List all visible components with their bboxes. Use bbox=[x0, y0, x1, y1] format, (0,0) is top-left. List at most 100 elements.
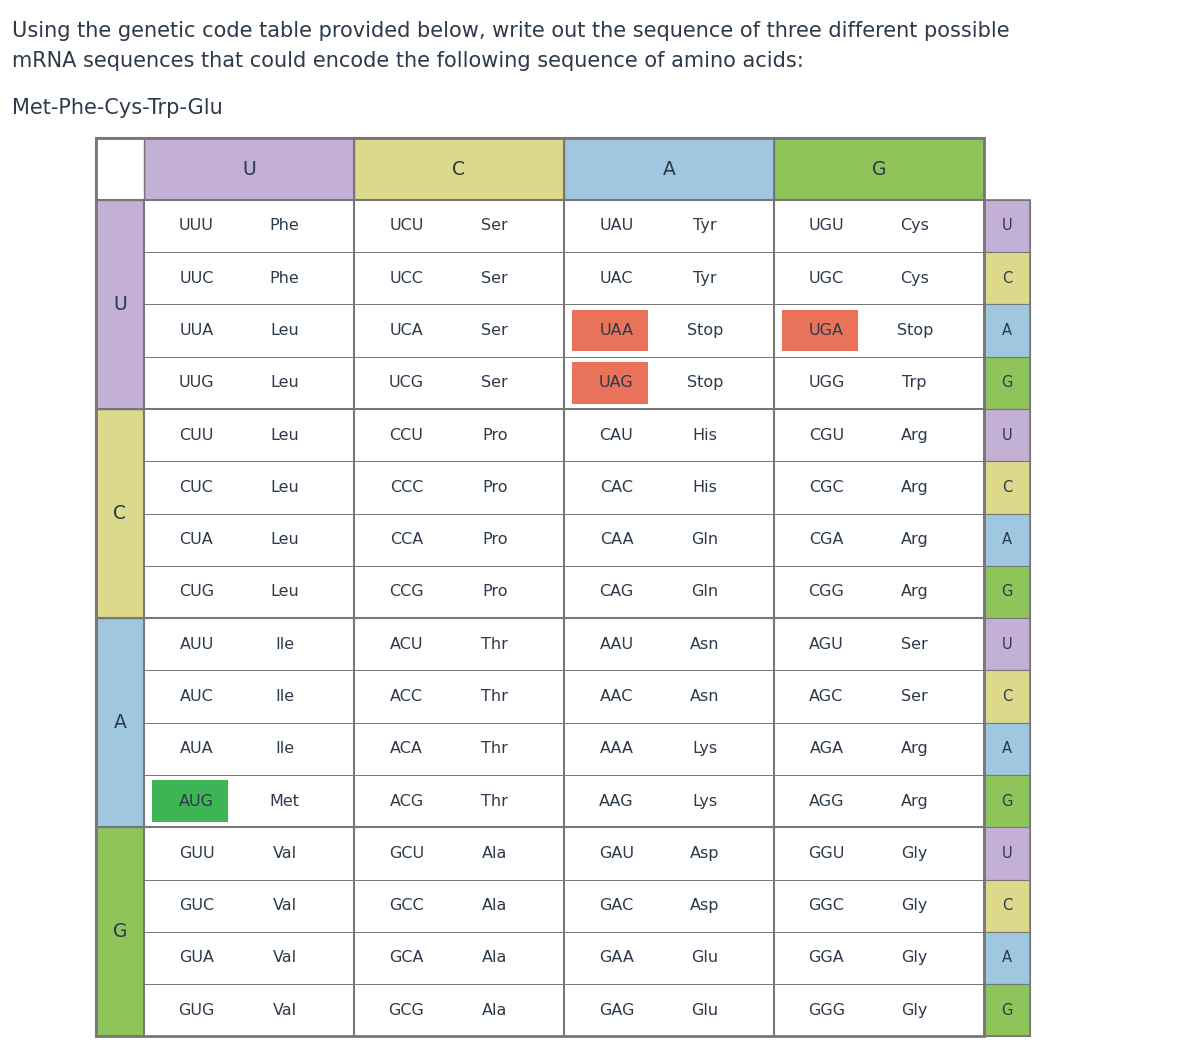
Text: Leu: Leu bbox=[270, 427, 299, 442]
Text: Glu: Glu bbox=[691, 950, 719, 965]
Text: Leu: Leu bbox=[270, 479, 299, 495]
Text: Asn: Asn bbox=[690, 689, 720, 704]
Text: GAG: GAG bbox=[599, 1002, 635, 1017]
Text: A: A bbox=[662, 159, 676, 179]
Text: Lys: Lys bbox=[692, 794, 718, 809]
Text: AGA: AGA bbox=[810, 741, 844, 757]
Text: GAU: GAU bbox=[599, 846, 634, 861]
Text: UCA: UCA bbox=[390, 323, 424, 338]
Text: U: U bbox=[1002, 219, 1012, 234]
Text: C: C bbox=[114, 504, 126, 523]
Text: Gly: Gly bbox=[901, 898, 928, 913]
Text: GUA: GUA bbox=[179, 950, 214, 965]
Text: GCU: GCU bbox=[389, 846, 424, 861]
Text: Cys: Cys bbox=[900, 271, 929, 286]
Text: Arg: Arg bbox=[901, 533, 929, 547]
Text: Pro: Pro bbox=[482, 479, 508, 495]
Text: Stop: Stop bbox=[686, 323, 722, 338]
Text: UGA: UGA bbox=[809, 323, 844, 338]
Text: G: G bbox=[1001, 585, 1013, 600]
Text: GUU: GUU bbox=[179, 846, 215, 861]
Text: UAU: UAU bbox=[599, 219, 634, 234]
Text: CGA: CGA bbox=[809, 533, 844, 547]
Text: Lys: Lys bbox=[692, 741, 718, 757]
Text: Ser: Ser bbox=[481, 219, 508, 234]
Text: G: G bbox=[1001, 1002, 1013, 1017]
Text: ACA: ACA bbox=[390, 741, 422, 757]
Text: Thr: Thr bbox=[481, 794, 508, 809]
Text: UAC: UAC bbox=[600, 271, 634, 286]
Text: UAG: UAG bbox=[599, 375, 634, 390]
Text: AGG: AGG bbox=[809, 794, 845, 809]
Text: Ser: Ser bbox=[481, 271, 508, 286]
Text: UUA: UUA bbox=[179, 323, 214, 338]
Text: U: U bbox=[113, 294, 127, 314]
Text: CUU: CUU bbox=[179, 427, 214, 442]
Text: Val: Val bbox=[272, 1002, 296, 1017]
Text: A: A bbox=[114, 713, 126, 732]
Text: CAA: CAA bbox=[600, 533, 634, 547]
Text: UUC: UUC bbox=[179, 271, 214, 286]
Text: Ile: Ile bbox=[275, 637, 294, 652]
Text: GGA: GGA bbox=[809, 950, 845, 965]
Text: CUC: CUC bbox=[180, 479, 214, 495]
Text: U: U bbox=[1002, 637, 1012, 652]
Text: Asn: Asn bbox=[690, 637, 720, 652]
Text: ACG: ACG bbox=[389, 794, 424, 809]
Text: GAC: GAC bbox=[599, 898, 634, 913]
Text: Leu: Leu bbox=[270, 375, 299, 390]
Text: Ala: Ala bbox=[482, 950, 508, 965]
Text: Gly: Gly bbox=[901, 846, 928, 861]
Text: Ile: Ile bbox=[275, 689, 294, 704]
Text: Pro: Pro bbox=[482, 533, 508, 547]
Text: Met-Phe-Cys-Trp-Glu: Met-Phe-Cys-Trp-Glu bbox=[12, 98, 223, 118]
Text: Gly: Gly bbox=[901, 950, 928, 965]
Text: UCC: UCC bbox=[390, 271, 424, 286]
Text: Stop: Stop bbox=[896, 323, 932, 338]
Text: Thr: Thr bbox=[481, 637, 508, 652]
Text: GCA: GCA bbox=[389, 950, 424, 965]
Text: Val: Val bbox=[272, 846, 296, 861]
Text: C: C bbox=[1002, 898, 1012, 913]
Text: Thr: Thr bbox=[481, 689, 508, 704]
Text: C: C bbox=[1002, 271, 1012, 286]
Text: G: G bbox=[1001, 794, 1013, 809]
Text: AUU: AUU bbox=[179, 637, 214, 652]
Text: Using the genetic code table provided below, write out the sequence of three dif: Using the genetic code table provided be… bbox=[12, 21, 1009, 41]
Text: UAA: UAA bbox=[600, 323, 634, 338]
Text: CAU: CAU bbox=[600, 427, 634, 442]
Text: GGC: GGC bbox=[809, 898, 845, 913]
Text: Ser: Ser bbox=[481, 375, 508, 390]
Text: U: U bbox=[1002, 427, 1012, 442]
Text: CUG: CUG bbox=[179, 585, 214, 600]
Text: Ser: Ser bbox=[901, 637, 928, 652]
Text: CUA: CUA bbox=[180, 533, 214, 547]
Text: UGU: UGU bbox=[809, 219, 845, 234]
Text: Glu: Glu bbox=[691, 1002, 719, 1017]
Text: Ser: Ser bbox=[481, 323, 508, 338]
Text: GGG: GGG bbox=[808, 1002, 845, 1017]
Text: AUC: AUC bbox=[180, 689, 214, 704]
Text: Gln: Gln bbox=[691, 585, 719, 600]
Text: ACC: ACC bbox=[390, 689, 424, 704]
Text: Arg: Arg bbox=[901, 794, 929, 809]
Text: A: A bbox=[1002, 741, 1012, 757]
Text: CGG: CGG bbox=[809, 585, 845, 600]
Text: GGU: GGU bbox=[809, 846, 845, 861]
Text: Arg: Arg bbox=[901, 479, 929, 495]
Text: Thr: Thr bbox=[481, 741, 508, 757]
Text: AAG: AAG bbox=[599, 794, 634, 809]
Text: Tyr: Tyr bbox=[692, 271, 716, 286]
Text: Asp: Asp bbox=[690, 846, 720, 861]
Text: Asp: Asp bbox=[690, 898, 720, 913]
Text: Gly: Gly bbox=[901, 1002, 928, 1017]
Text: Ile: Ile bbox=[275, 741, 294, 757]
Text: CCA: CCA bbox=[390, 533, 424, 547]
Text: GUC: GUC bbox=[179, 898, 214, 913]
Text: CCG: CCG bbox=[389, 585, 424, 600]
Text: Val: Val bbox=[272, 898, 296, 913]
Text: Leu: Leu bbox=[270, 533, 299, 547]
Text: CAC: CAC bbox=[600, 479, 634, 495]
Text: Arg: Arg bbox=[901, 741, 929, 757]
Text: mRNA sequences that could encode the following sequence of amino acids:: mRNA sequences that could encode the fol… bbox=[12, 51, 804, 71]
